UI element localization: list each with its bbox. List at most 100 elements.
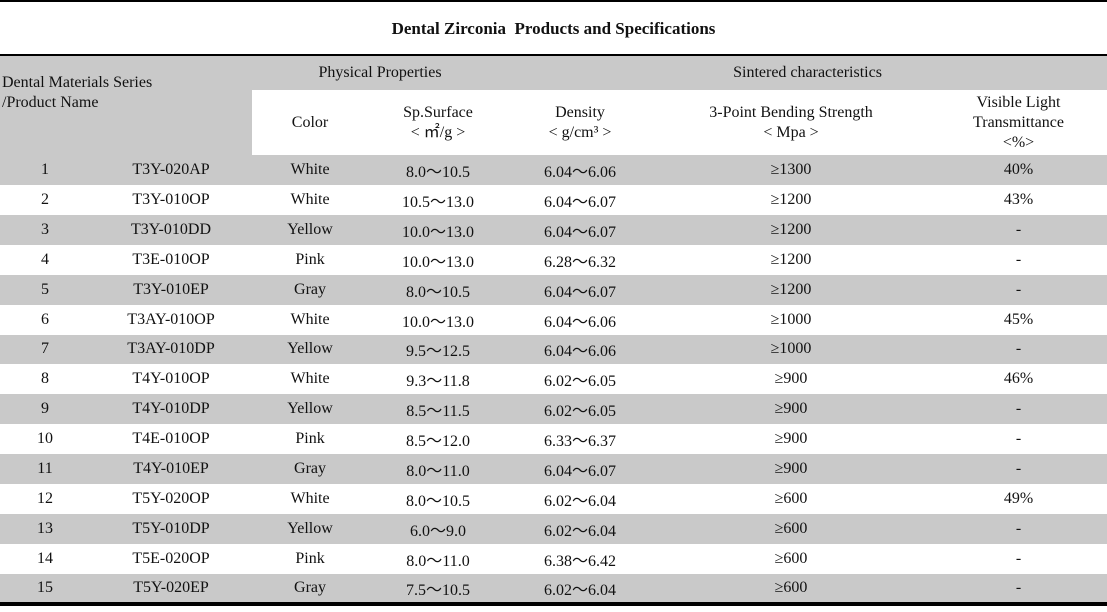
table-row: 8 T4Y-010OP White 9.3～11.8 6.02～6.05 ≥900 46%: [0, 364, 1107, 395]
product-name: T5Y-020EP: [90, 573, 253, 604]
color-value: Yellow: [252, 394, 369, 425]
column-unit: < g/cm³ >: [548, 123, 612, 141]
column-unit: <%>: [1002, 133, 1035, 151]
density-value: 6.38～6.42: [508, 543, 653, 574]
row-number: 6: [0, 304, 90, 335]
transmittance-value: -: [930, 274, 1107, 305]
product-name: T3E-010OP: [90, 244, 253, 275]
page-title: Dental Zirconia Products and Specificati…: [0, 2, 1107, 56]
table-body: 1 T3Y-020AP White 8.0～10.5 6.04～6.06 ≥1300 40%…: [0, 155, 1107, 604]
color-value: White: [252, 484, 369, 515]
color-value: Gray: [252, 573, 369, 604]
row-number: 10: [0, 424, 90, 455]
column-header-density: Density < g/cm³ >: [508, 90, 653, 155]
bending-strength-value: ≥1000: [652, 334, 931, 365]
group-header-sintered-characteristics: Sintered characteristics: [508, 56, 1107, 90]
row-number: 11: [0, 454, 90, 485]
bending-strength-value: ≥600: [652, 484, 931, 515]
row-number: 8: [0, 364, 90, 395]
color-value: Yellow: [252, 214, 369, 245]
row-header-line2: /Product Name: [2, 94, 99, 111]
row-number: 3: [0, 214, 90, 245]
product-name: T4Y-010DP: [90, 394, 253, 425]
column-header-transmittance: Visible Light Transmittance <%>: [930, 90, 1107, 155]
transmittance-value: 45%: [930, 304, 1107, 335]
bending-strength-value: ≥1200: [652, 184, 931, 215]
table-row: 11 T4Y-010EP Gray 8.0～11.0 6.04～6.07 ≥900-: [0, 454, 1107, 485]
color-value: Pink: [252, 543, 369, 574]
table-row: 4 T3E-010OP Pink 10.0～13.0 6.28～6.32 ≥1200-: [0, 244, 1107, 275]
table-row: 13 T5Y-010DP Yellow 6.0～9.0 6.02～6.04 ≥600-: [0, 514, 1107, 544]
product-name: T4E-010OP: [90, 424, 253, 455]
table-row: 6 T3AY-010OP White 10.0～13.0 6.04～6.06 ≥1000 4…: [0, 304, 1107, 335]
group-header-row: Dental Materials Series /Product Name Ph…: [0, 56, 1107, 155]
table-row: 7 T3AY-010DP Yellow 9.5～12.5 6.04～6.06 ≥1000-: [0, 334, 1107, 365]
column-unit: < ㎡/g >: [410, 123, 466, 141]
bending-strength-value: ≥900: [652, 454, 931, 485]
product-name: T3Y-010EP: [90, 274, 253, 305]
sp-surface-value: 8.0～10.5: [368, 484, 509, 515]
transmittance-value: -: [930, 214, 1107, 245]
table-row: 2 T3Y-010OP White 10.5～13.0 6.04～6.07 ≥1200 43…: [0, 184, 1107, 215]
density-value: 6.04～6.07: [508, 274, 653, 305]
column-label: Visible Light: [976, 93, 1061, 111]
color-value: White: [252, 155, 369, 185]
row-header-product-name: Dental Materials Series /Product Name: [0, 56, 253, 155]
product-name: T5E-020OP: [90, 543, 253, 574]
color-value: White: [252, 364, 369, 395]
sp-surface-value: 9.3～11.8: [368, 364, 509, 395]
row-number: 4: [0, 244, 90, 275]
column-header-bending-strength: 3-Point Bending Strength < Mpa >: [652, 90, 931, 155]
sp-surface-value: 8.0～11.0: [368, 454, 509, 485]
color-value: Yellow: [252, 514, 369, 544]
transmittance-value: -: [930, 454, 1107, 485]
transmittance-value: 49%: [930, 484, 1107, 515]
transmittance-value: -: [930, 573, 1107, 604]
bending-strength-value: ≥900: [652, 424, 931, 455]
bending-strength-value: ≥1000: [652, 304, 931, 335]
column-label: Density: [555, 103, 605, 121]
transmittance-value: -: [930, 394, 1107, 425]
product-name: T3AY-010OP: [90, 304, 253, 335]
bending-strength-value: ≥1200: [652, 244, 931, 275]
transmittance-value: -: [930, 334, 1107, 365]
product-name: T5Y-010DP: [90, 514, 253, 544]
color-value: Yellow: [252, 334, 369, 365]
transmittance-value: -: [930, 514, 1107, 544]
density-value: 6.28～6.32: [508, 244, 653, 275]
color-value: Pink: [252, 424, 369, 455]
color-value: White: [252, 304, 369, 335]
row-number: 12: [0, 484, 90, 515]
row-number: 13: [0, 514, 90, 544]
transmittance-value: -: [930, 424, 1107, 455]
density-value: 6.33～6.37: [508, 424, 653, 455]
sp-surface-value: 8.5～12.0: [368, 424, 509, 455]
sp-surface-value: 10.0～13.0: [368, 214, 509, 245]
spec-table: Dental Materials Series /Product Name Ph…: [0, 56, 1107, 606]
bending-strength-value: ≥600: [652, 514, 931, 544]
column-header-color: Color: [252, 90, 369, 155]
sp-surface-value: 10.5～13.0: [368, 184, 509, 215]
density-value: 6.02～6.05: [508, 364, 653, 395]
density-value: 6.04～6.06: [508, 155, 653, 185]
color-value: Gray: [252, 454, 369, 485]
table-row: 3 T3Y-010DD Yellow 10.0～13.0 6.04～6.07 ≥1200-: [0, 214, 1107, 245]
table-row: 12 T5Y-020OP White 8.0～10.5 6.02～6.04 ≥600 49%: [0, 484, 1107, 515]
product-name: T5Y-020OP: [90, 484, 253, 515]
table-row: 9 T4Y-010DP Yellow 8.5～11.5 6.02～6.05 ≥900-: [0, 394, 1107, 425]
table-row: 10 T4E-010OP Pink 8.5～12.0 6.33～6.37 ≥900-: [0, 424, 1107, 455]
density-value: 6.04～6.07: [508, 454, 653, 485]
product-name: T4Y-010EP: [90, 454, 253, 485]
table-row: 5 T3Y-010EP Gray 8.0～10.5 6.04～6.07 ≥1200-: [0, 274, 1107, 305]
density-value: 6.02～6.04: [508, 573, 653, 604]
bending-strength-value: ≥1300: [652, 155, 931, 185]
table-row: 15 T5Y-020EP Gray 7.5～10.5 6.02～6.04 ≥600-: [0, 573, 1107, 604]
density-value: 6.02～6.04: [508, 514, 653, 544]
bending-strength-value: ≥900: [652, 394, 931, 425]
density-value: 6.04～6.07: [508, 214, 653, 245]
column-label: Color: [291, 113, 329, 131]
product-name: T3Y-020AP: [90, 155, 253, 185]
row-number: 14: [0, 543, 90, 574]
bending-strength-value: ≥600: [652, 573, 931, 604]
product-name: T3AY-010DP: [90, 334, 253, 365]
